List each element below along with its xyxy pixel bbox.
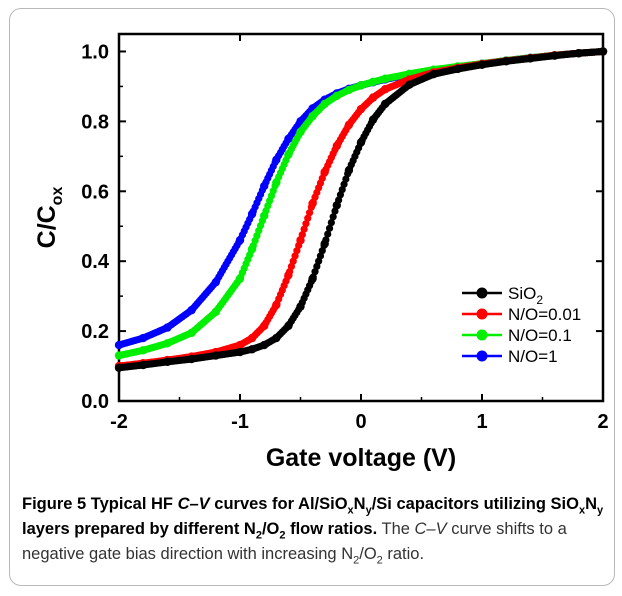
curve-marker (296, 236, 305, 244)
legend-item: N/O=0.01 (462, 305, 581, 324)
caption-text: The C–V curve shifts to a negative gate … (22, 520, 567, 567)
curve-marker (302, 220, 310, 228)
curve-marker (329, 213, 337, 221)
legend-label: N/O=0.1 (508, 326, 572, 345)
curve-marker (320, 241, 328, 250)
legend-marker (476, 329, 488, 341)
curve-marker (304, 214, 312, 222)
legend-label: N/O=0.01 (508, 305, 581, 324)
legend-item: N/O=1 (462, 347, 558, 366)
x-axis-label: Gate voltage (V) (266, 444, 456, 472)
curve-marker (300, 225, 308, 233)
y-tick-label: 0.2 (81, 321, 109, 343)
legend-label: N/O=1 (508, 347, 558, 366)
x-tick-label: 0 (355, 411, 366, 433)
caption-title: Typical HF C–V curves for Al/SiOxNy/Si c… (22, 495, 604, 542)
figure-frame (9, 8, 615, 586)
curve-marker (331, 207, 339, 215)
curve-marker (325, 224, 334, 232)
x-tick-label: 1 (476, 411, 487, 433)
legend-marker (476, 308, 488, 320)
cv-chart: -2 -1 0 1 2 0.0 0.2 0.4 0.6 0.8 1.0 Gate voltage (V… (33, 32, 609, 472)
legend-marker (476, 350, 488, 362)
y-tick-label: 0.0 (81, 391, 109, 413)
series-0 (114, 47, 608, 372)
x-tick-label: -2 (110, 411, 128, 433)
curve-marker (305, 209, 314, 217)
y-tick-label: 0.6 (81, 181, 109, 203)
curve-marker (298, 231, 306, 239)
curve-marker (324, 230, 332, 238)
y-axis-label: C/Cox (33, 187, 66, 249)
y-tick-label: 0.4 (81, 251, 110, 273)
legend-item: N/O=0.1 (462, 326, 572, 345)
x-tick-label: -1 (231, 411, 249, 433)
y-tick-label: 0.8 (81, 111, 109, 133)
caption-label: Figure 5 (22, 495, 87, 513)
legend-item: SiO2 (462, 284, 543, 307)
legend-marker (476, 287, 488, 299)
curve-marker (322, 236, 330, 244)
figure-caption: Figure 5 Typical HF C–V curves for Al/Si… (22, 492, 607, 567)
legend-label: SiO2 (508, 284, 543, 307)
series-3 (114, 47, 608, 350)
axes: -2 -1 0 1 2 0.0 0.2 0.4 0.6 0.8 1.0 Gate voltage (V… (33, 34, 609, 472)
series-layer (114, 47, 608, 372)
y-tick-label: 1.0 (81, 41, 109, 63)
x-tick-label: 2 (597, 411, 608, 433)
curve-marker (327, 218, 335, 227)
